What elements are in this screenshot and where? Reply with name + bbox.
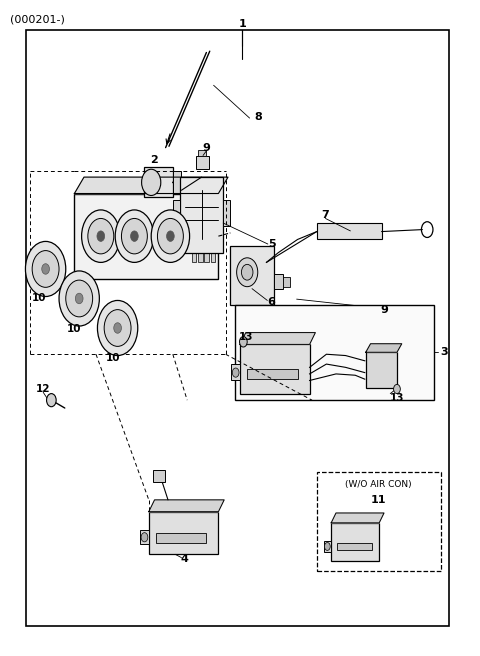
Circle shape (131, 231, 138, 241)
Text: 10: 10 (106, 352, 120, 363)
Bar (223, 200, 230, 226)
Text: 1: 1 (239, 19, 246, 30)
Text: 13: 13 (239, 331, 253, 342)
Bar (317, 472, 441, 571)
Circle shape (142, 169, 161, 195)
Bar (211, 210, 215, 262)
Circle shape (157, 218, 183, 254)
Bar (247, 369, 298, 379)
Text: (000201-): (000201-) (10, 14, 64, 24)
Circle shape (240, 337, 247, 347)
Circle shape (237, 258, 258, 287)
Circle shape (88, 218, 114, 254)
Bar (196, 156, 209, 169)
Text: 3: 3 (441, 347, 448, 358)
Text: 12: 12 (36, 384, 50, 394)
Circle shape (59, 271, 99, 326)
Circle shape (232, 368, 239, 377)
Polygon shape (74, 177, 228, 194)
Text: 9: 9 (380, 305, 388, 316)
Circle shape (141, 533, 148, 542)
Circle shape (75, 293, 83, 304)
Text: (W/O AIR CON): (W/O AIR CON) (345, 480, 411, 489)
Text: 10: 10 (32, 293, 47, 304)
Bar (198, 210, 203, 262)
Bar (230, 246, 274, 305)
Text: 9: 9 (203, 142, 210, 153)
Text: 8: 8 (254, 112, 262, 122)
Circle shape (151, 210, 190, 262)
Circle shape (25, 241, 66, 297)
Circle shape (167, 231, 174, 241)
Text: 7: 7 (322, 210, 329, 220)
Text: 2: 2 (150, 155, 157, 165)
Bar (240, 344, 310, 394)
Bar (180, 177, 223, 253)
Bar (324, 541, 331, 552)
Bar (198, 150, 206, 156)
Text: 10: 10 (67, 324, 82, 335)
Circle shape (47, 394, 56, 407)
Bar (173, 200, 180, 226)
Circle shape (104, 310, 131, 346)
Bar (317, 223, 382, 239)
Bar (149, 512, 218, 554)
Bar (204, 210, 209, 262)
Circle shape (97, 231, 105, 241)
Bar (26, 30, 449, 626)
Circle shape (97, 300, 138, 356)
Bar (156, 533, 206, 543)
Bar (231, 364, 240, 380)
Bar (235, 305, 434, 400)
Text: 5: 5 (268, 239, 276, 249)
Circle shape (241, 264, 253, 280)
Polygon shape (331, 513, 384, 523)
Text: 6: 6 (267, 297, 275, 307)
Circle shape (82, 210, 120, 262)
Bar (274, 274, 283, 289)
Polygon shape (240, 333, 315, 344)
Text: 13: 13 (390, 393, 405, 403)
Text: 11: 11 (371, 495, 386, 505)
Bar (337, 543, 372, 550)
Circle shape (115, 210, 154, 262)
Bar (144, 167, 173, 197)
Circle shape (32, 251, 59, 287)
Polygon shape (366, 344, 402, 352)
Polygon shape (149, 500, 224, 512)
Circle shape (121, 218, 147, 254)
Circle shape (324, 543, 330, 550)
Bar (366, 352, 397, 388)
Bar (153, 470, 165, 482)
Bar (140, 530, 149, 544)
Bar (283, 277, 290, 287)
Circle shape (66, 280, 93, 317)
Bar (173, 171, 181, 194)
Text: 4: 4 (181, 554, 189, 564)
Circle shape (114, 323, 121, 333)
Bar (331, 523, 379, 561)
Circle shape (42, 264, 49, 274)
Circle shape (394, 384, 400, 394)
Bar (192, 210, 196, 262)
Bar (74, 194, 218, 279)
